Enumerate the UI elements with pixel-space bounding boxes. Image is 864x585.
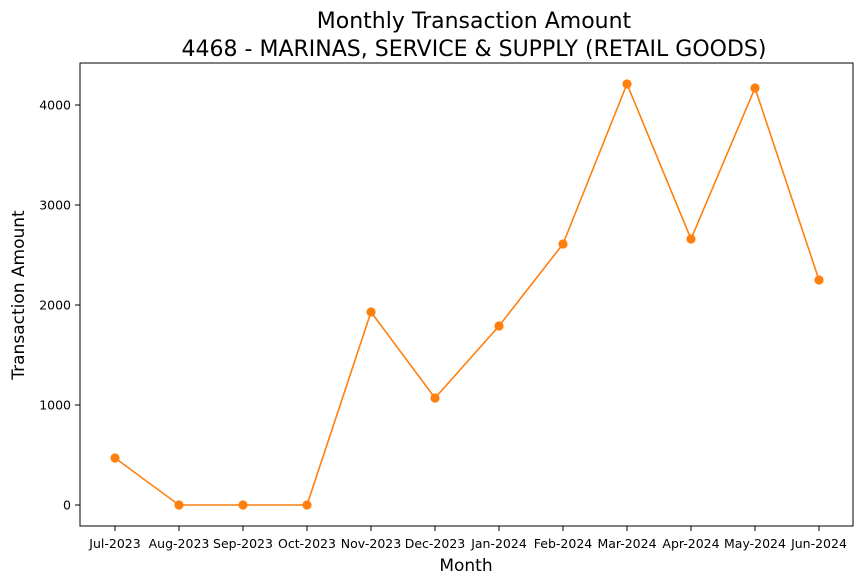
x-tick-label: Mar-2024 — [597, 536, 656, 551]
data-point — [558, 239, 568, 249]
chart-title: Monthly Transaction Amount — [317, 9, 632, 34]
series-points — [110, 79, 824, 510]
data-point — [174, 500, 184, 510]
y-tick-label: 0 — [63, 498, 71, 513]
y-tick-label: 1000 — [39, 398, 71, 413]
x-tick-label: Jan-2024 — [470, 536, 527, 551]
data-point — [686, 234, 696, 244]
data-point — [622, 79, 632, 89]
data-point — [494, 321, 504, 331]
y-tick-label: 2000 — [39, 298, 71, 313]
data-point — [238, 500, 248, 510]
x-tick-label: Apr-2024 — [662, 536, 719, 551]
x-tick-label: Jul-2023 — [88, 536, 140, 551]
data-point — [366, 307, 376, 317]
x-axis: Jul-2023 Aug-2023 Sep-2023 Oct-2023 Nov-2023… — [88, 526, 847, 551]
data-point — [430, 393, 440, 403]
x-tick-label: Aug-2023 — [149, 536, 210, 551]
x-tick-label: Jun-2024 — [790, 536, 847, 551]
x-tick-label: Nov-2023 — [341, 536, 401, 551]
data-point — [814, 275, 824, 285]
y-axis-label: Transaction Amount — [9, 210, 29, 381]
x-tick-label: Sep-2023 — [213, 536, 273, 551]
data-point — [302, 500, 312, 510]
series-line — [114, 81, 820, 506]
data-point — [110, 453, 120, 463]
y-axis: 0 1000 2000 3000 4000 — [39, 98, 80, 513]
x-tick-label: Oct-2023 — [278, 536, 336, 551]
x-tick-label: May-2024 — [724, 536, 786, 551]
chart-subtitle: 4468 - MARINAS, SERVICE & SUPPLY (RETAIL… — [182, 37, 767, 62]
x-tick-label: Dec-2023 — [405, 536, 466, 551]
y-tick-label: 3000 — [39, 198, 71, 213]
data-point — [750, 83, 760, 93]
plot-area — [79, 62, 854, 527]
y-tick-label: 4000 — [39, 98, 71, 113]
x-tick-label: Feb-2024 — [534, 536, 593, 551]
x-axis-label: Month — [439, 556, 492, 576]
